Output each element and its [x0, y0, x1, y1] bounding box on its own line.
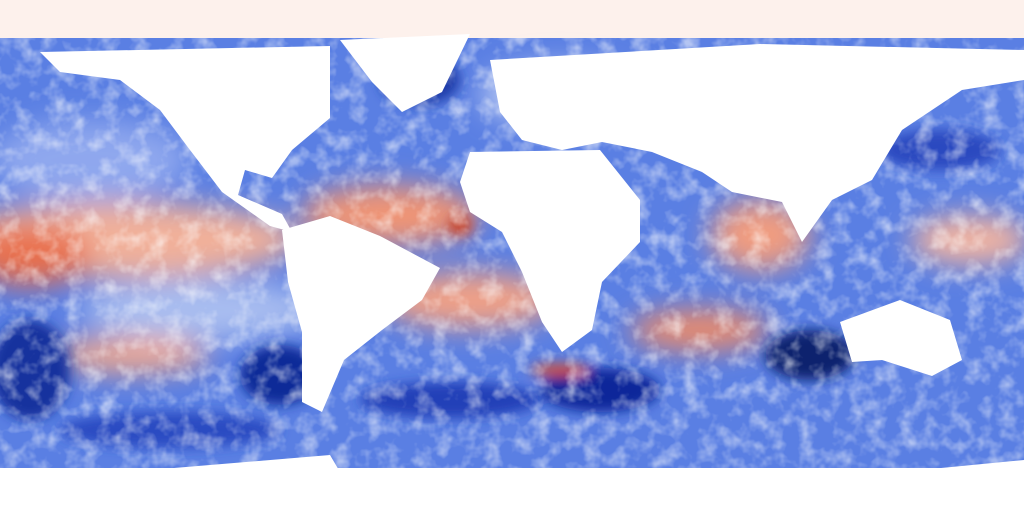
south-america	[282, 216, 440, 412]
polar-band	[0, 0, 1024, 45]
eurasia	[490, 44, 1024, 242]
australia	[840, 300, 962, 376]
africa	[460, 150, 640, 352]
greenland	[340, 34, 470, 112]
land	[0, 34, 1024, 512]
antarctica	[0, 455, 1024, 512]
north-america	[40, 46, 330, 232]
